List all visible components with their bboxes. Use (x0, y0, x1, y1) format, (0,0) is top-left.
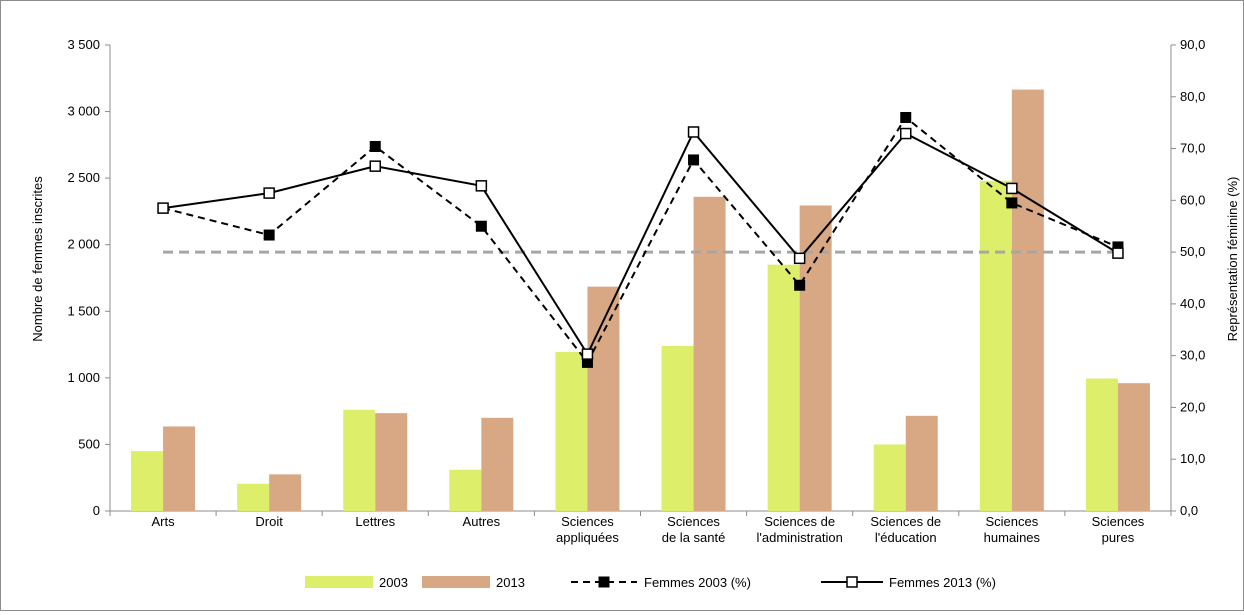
y-right-tick-label: 70,0 (1180, 141, 1205, 156)
x-tick-label: l'administration (757, 530, 843, 545)
y-left-tick-label: 3 000 (67, 104, 100, 119)
point-femmes-2013 (687, 126, 700, 138)
y-right-tick-label: 40,0 (1180, 296, 1205, 311)
bar-2003 (237, 483, 270, 511)
bar-2003 (343, 409, 376, 511)
y-right-tick-label: 90,0 (1180, 37, 1205, 52)
x-tick-label: humaines (984, 530, 1041, 545)
x-tick-label: l'éducation (875, 530, 937, 545)
legend-marker-femmes-2003 (598, 576, 610, 588)
point-femmes-2003 (900, 111, 912, 123)
point-femmes-2013 (1006, 182, 1018, 195)
point-femmes-2003 (475, 220, 487, 232)
y-right-axis-title: Représentation féminine (%) (1225, 177, 1240, 342)
legend-marker-femmes-2013 (846, 576, 858, 588)
point-femmes-2013 (369, 160, 381, 172)
point-femmes-2013 (157, 202, 169, 214)
point-femmes-2013 (1112, 247, 1124, 259)
y-left-tick-label: 3 500 (67, 37, 100, 52)
point-femmes-2003 (794, 279, 806, 291)
bar-2003 (449, 469, 482, 511)
y-left-tick-label: 2 500 (67, 170, 100, 185)
line-femmes-2013 (162, 130, 1119, 357)
point-femmes-2013 (581, 348, 594, 360)
x-tick-label: Sciences (985, 514, 1038, 529)
y-right-tick-label: 60,0 (1180, 192, 1205, 207)
bar-2013 (375, 413, 408, 511)
point-femmes-2013 (793, 252, 806, 265)
x-tick-label: de la santé (662, 530, 726, 545)
y-left-tick-label: 1 000 (67, 370, 100, 385)
x-tick-label: Sciences de (870, 514, 941, 529)
bar-2003 (873, 444, 906, 511)
y-right-tick-label: 30,0 (1180, 348, 1205, 363)
legend-label-2003: 2003 (379, 575, 408, 590)
y-right-tick-label: 80,0 (1180, 89, 1205, 104)
legend-label-2013: 2013 (496, 575, 525, 590)
y-left-tick-label: 0 (93, 503, 100, 518)
x-tick-label: Lettres (355, 514, 395, 529)
y-right-tick-label: 0,0 (1180, 503, 1198, 518)
x-tick-label: Sciences (667, 514, 720, 529)
legend-label-femmes-2003: Femmes 2003 (%) (644, 575, 751, 590)
bar-2013 (905, 415, 938, 511)
y-right-tick-label: 20,0 (1180, 399, 1205, 414)
x-tick-label: Droit (255, 514, 283, 529)
y-right-tick-label: 50,0 (1180, 244, 1205, 259)
bar-2003 (767, 264, 800, 511)
bar-2013 (481, 417, 514, 511)
bar-2013 (1011, 89, 1044, 512)
point-femmes-2003 (263, 229, 275, 241)
point-femmes-2003 (369, 140, 381, 152)
y-left-axis-title: Nombre de femmes inscrites (30, 176, 45, 342)
x-tick-label: Sciences (1092, 514, 1145, 529)
legend-swatch-2013 (422, 576, 490, 588)
x-tick-label: pures (1102, 530, 1135, 545)
x-tick-label: Arts (151, 514, 175, 529)
point-femmes-2013 (475, 180, 488, 192)
legend-swatch-2003 (305, 576, 373, 588)
point-femmes-2003 (1006, 197, 1018, 209)
legend-label-femmes-2013: Femmes 2013 (%) (889, 575, 996, 590)
x-tick-label: Sciences (561, 514, 614, 529)
bar-2003 (1085, 378, 1118, 511)
bar-2003 (555, 351, 588, 511)
point-femmes-2013 (263, 187, 275, 199)
labels-layer: Nombre de femmes inscrites Représentatio… (30, 37, 1240, 545)
legend: 2003 2013 Femmes 2003 (%) Femmes 2013 (%… (305, 575, 996, 590)
y-left-tick-label: 1 500 (67, 303, 100, 318)
point-femmes-2003 (688, 154, 700, 166)
bar-2013 (1117, 383, 1150, 511)
bar-2003 (979, 180, 1012, 511)
x-tick-label: Autres (463, 514, 501, 529)
y-left-tick-label: 500 (78, 436, 100, 451)
bars-layer (131, 89, 1150, 512)
point-femmes-2013 (900, 127, 912, 140)
x-tick-label: appliquées (556, 530, 619, 545)
lines-layer (157, 111, 1124, 368)
line-femmes-2003 (162, 116, 1119, 365)
bar-2013 (587, 286, 620, 511)
bar-2013 (693, 196, 726, 512)
bar-2013 (163, 426, 196, 511)
y-left-tick-label: 2 000 (67, 237, 100, 252)
bar-2003 (661, 345, 694, 511)
bar-2013 (269, 474, 302, 511)
x-tick-label: Sciences de (764, 514, 835, 529)
bar-2003 (131, 451, 164, 511)
y-right-tick-label: 10,0 (1180, 451, 1205, 466)
